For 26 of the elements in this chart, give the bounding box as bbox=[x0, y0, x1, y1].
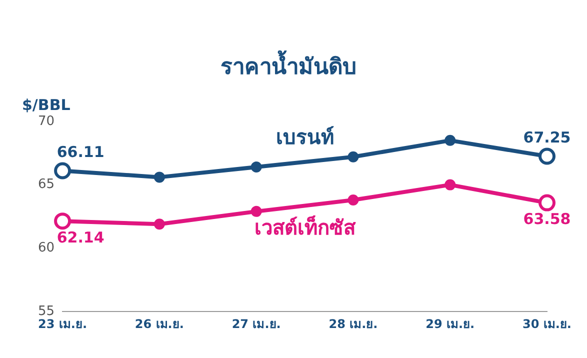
data-label: 66.11 bbox=[56, 143, 104, 162]
x-tick-label: 28 เม.ย. bbox=[328, 316, 378, 331]
point bbox=[154, 218, 165, 230]
chart-title: ราคาน้ำมันดิบ bbox=[220, 50, 356, 80]
x-tick-label: 26 เม.ย. bbox=[134, 316, 184, 331]
data-label: 62.14 bbox=[56, 228, 104, 246]
x-tick-label: 23 เม.ย. bbox=[38, 316, 88, 331]
data-label: 67.25 bbox=[523, 128, 571, 147]
x-tick-label: 29 เม.ย. bbox=[426, 316, 475, 331]
data-label: 63.58 bbox=[523, 210, 571, 228]
y-tick-label: 60 bbox=[38, 240, 55, 256]
series-label: เบรนท์ bbox=[276, 125, 334, 150]
series-label: เวสต์เท็กซัส bbox=[254, 214, 356, 240]
point bbox=[444, 134, 456, 146]
y-tick-label: 55 bbox=[38, 304, 55, 319]
point bbox=[154, 172, 165, 183]
x-tick-label: 27 เม.ย. bbox=[232, 316, 281, 331]
point bbox=[348, 194, 359, 206]
point bbox=[444, 179, 456, 190]
y-tick-label: 70 bbox=[38, 114, 55, 129]
x-tick-label: 30 เม.ย. bbox=[522, 316, 572, 331]
y-axis-title: $/BBL bbox=[22, 96, 71, 114]
point bbox=[348, 151, 359, 162]
point bbox=[250, 162, 262, 173]
y-tick-label: 65 bbox=[38, 177, 55, 192]
point bbox=[250, 206, 262, 217]
